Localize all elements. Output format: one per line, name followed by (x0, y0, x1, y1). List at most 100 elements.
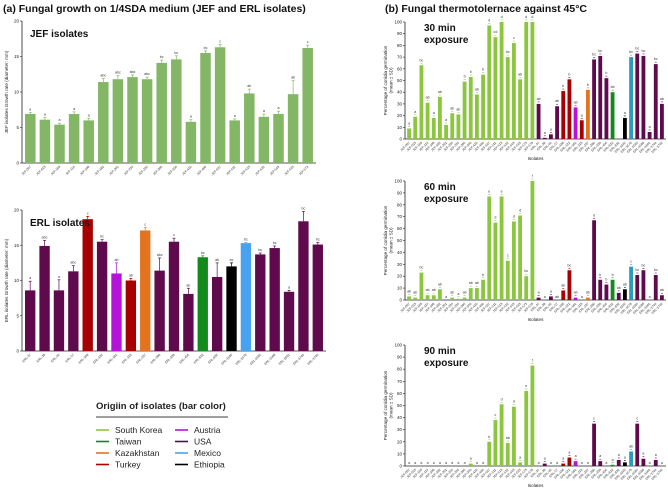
x-tick-label: JEF-226 (137, 165, 149, 177)
x-tick-label: JEF-306 (455, 468, 467, 480)
x-tick-label: JEF-198 (79, 165, 91, 177)
x-tick-label: JEF-511 (486, 302, 497, 313)
x-tick-label: JEF-563 (510, 468, 522, 480)
y-axis-label: ERL isolates Growth rate (diameter: mm) (4, 238, 9, 322)
bar (641, 458, 646, 466)
significance-letter: d (488, 19, 490, 23)
x-tick-label: ERL-832 (207, 353, 219, 365)
y-tick-label: 60 (397, 391, 403, 396)
bar (641, 55, 646, 139)
significance-letter: a (263, 109, 265, 113)
x-tick-label: JEF-460 (473, 468, 485, 480)
bar (524, 22, 529, 139)
bar (154, 270, 165, 351)
bar (641, 270, 646, 300)
significance-letter: bc (598, 49, 602, 53)
significance-letter: a (433, 461, 435, 465)
x-tick-label: JEF-182 (430, 468, 442, 480)
bar (487, 25, 492, 139)
x-tick-label: ERL-219 (121, 353, 133, 365)
significance-letter: a (278, 106, 280, 110)
bar (197, 257, 208, 351)
x-tick-label: ERL-57 (548, 302, 559, 313)
bar (438, 289, 442, 300)
significance-letter: c (507, 254, 509, 258)
bar (25, 114, 36, 163)
x-tick-label: JEF-198 (424, 302, 436, 314)
significance-letter: a (433, 111, 435, 115)
chart-title: exposure (424, 358, 469, 369)
bar (567, 457, 572, 466)
x-tick-label: JEF-460 (473, 302, 485, 314)
y-tick-label: 10 (397, 125, 403, 130)
y-tick-label: 70 (397, 379, 403, 384)
significance-letter: a (470, 457, 472, 461)
legend-title: Origiin of isolates (bar color) (96, 401, 226, 412)
bar (653, 64, 658, 139)
bar (499, 22, 504, 139)
x-axis-label: Isolates (528, 483, 545, 488)
bar (598, 55, 603, 139)
y-tick-label: 15 (14, 54, 20, 59)
x-tick-label: ERL-57 (548, 468, 559, 479)
x-tick-label: ERL-181 (566, 141, 578, 153)
x-tick-label: JEF-114 (418, 302, 429, 313)
bar (468, 463, 473, 466)
significance-letter: a (414, 461, 416, 465)
significance-letter: a (550, 461, 552, 465)
bar (567, 270, 572, 300)
y-tick-label: 30 (397, 262, 403, 267)
legend-label: Turkey (115, 460, 141, 470)
x-tick-label: ERL-122 (559, 468, 571, 480)
x-tick-label: ERL-456 (596, 141, 608, 153)
significance-letter: a (599, 454, 601, 458)
significance-letter: abc (42, 235, 48, 239)
bar (183, 293, 194, 351)
bar (140, 230, 151, 351)
x-tick-label: JEF-114 (418, 141, 429, 152)
x-tick-label: JEF-007 (399, 141, 411, 153)
significance-letter: a (234, 114, 236, 118)
significance-letter: ab (469, 281, 473, 285)
x-tick-label: ERL-822 (603, 468, 615, 480)
x-tick-label: JEF-103 (412, 141, 424, 153)
significance-letter: abc (70, 261, 76, 265)
significance-letter: e (488, 189, 490, 193)
x-tick-label: ERL-108 (78, 353, 90, 365)
significance-letter: c (173, 233, 175, 237)
significance-letter: e (525, 384, 527, 388)
significance-letter: a (661, 461, 663, 465)
significance-letter: ab (506, 436, 510, 440)
significance-letter: bc (230, 258, 234, 262)
x-tick-label: ERL-1588 (263, 353, 276, 366)
bar (211, 276, 223, 351)
bar (573, 461, 578, 466)
significance-letter: a (73, 107, 75, 111)
bar (450, 113, 455, 139)
bar (653, 459, 658, 466)
significance-letter: d (494, 216, 496, 220)
significance-letter: a (612, 458, 614, 462)
x-tick-label: JEF-201 (436, 302, 448, 314)
bar (258, 116, 270, 163)
significance-letter: a (568, 451, 570, 455)
x-tick-label: JEF-306 (455, 302, 467, 314)
x-tick-label: JEF-103 (412, 468, 424, 480)
bar (512, 221, 516, 300)
significance-letter: bc (524, 269, 528, 273)
x-tick-label: ERL-339 (590, 302, 602, 314)
x-tick-label: JEF-543 (269, 165, 281, 177)
x-tick-label: JEF-573 (517, 302, 529, 314)
significance-letter: bc (100, 235, 104, 239)
significance-letter: a (408, 461, 410, 465)
bar (561, 290, 566, 300)
bar (493, 420, 498, 466)
x-tick-label: ERL-57 (65, 353, 76, 364)
bar (561, 463, 566, 466)
significance-letter: ab (660, 288, 664, 292)
bar (530, 365, 535, 466)
x-tick-label: ERL-1585 (249, 353, 262, 366)
significance-letter: bc (316, 237, 320, 241)
significance-letter: a (544, 457, 546, 461)
bar (616, 292, 621, 300)
